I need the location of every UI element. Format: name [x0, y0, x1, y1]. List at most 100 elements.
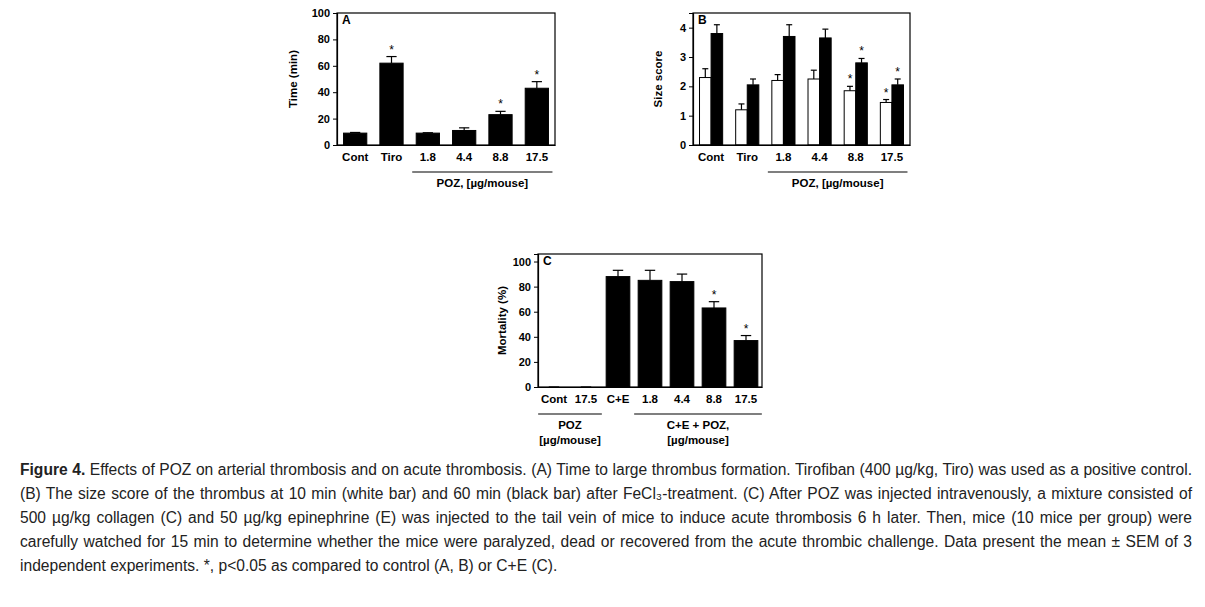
panel-label: C [543, 254, 552, 268]
tick-label: Cont [541, 393, 567, 405]
error-cap [811, 70, 817, 71]
tick: 17.5 [526, 145, 549, 163]
bar [702, 308, 726, 387]
tick: 60 [318, 60, 337, 72]
tick: 40 [318, 86, 337, 98]
axis-line [689, 14, 694, 146]
tick-label: Cont [342, 151, 368, 163]
tick-label: 1.8 [775, 151, 792, 163]
plot-area [344, 57, 549, 145]
error-bar [811, 70, 817, 79]
tick: 1.8 [420, 145, 437, 163]
annotations: *** [389, 43, 539, 112]
error-line [745, 336, 746, 341]
tick: 20 [519, 356, 538, 368]
plot-area [549, 270, 758, 387]
y-axis-title: Time (min) [287, 50, 299, 108]
tick-label: Cont [698, 151, 724, 163]
group-bracket [634, 413, 762, 414]
error-cap [459, 127, 469, 128]
tick: Cont [342, 145, 368, 163]
bar [525, 88, 548, 145]
error-line [649, 270, 650, 280]
error-line [789, 25, 790, 37]
error-bar [714, 25, 720, 34]
tick: 40 [519, 331, 538, 343]
group-label: POZ [558, 419, 582, 431]
tick: 1 [680, 110, 693, 122]
group-label: POZ, [µg/mouse] [792, 177, 884, 189]
annotations: **** [848, 44, 901, 99]
tick-label: 4.4 [456, 151, 473, 163]
error-bar [702, 69, 708, 78]
error-line [617, 270, 618, 276]
error-bar [459, 128, 469, 131]
tick: 1.8 [775, 145, 792, 163]
x-axis: Cont17.5C+E1.84.48.817.5 [539, 387, 763, 405]
error-cap [677, 273, 687, 274]
panel-label: A [342, 13, 351, 27]
error-line [825, 29, 826, 38]
tick-label: 1 [680, 110, 686, 122]
y-axis-title: Mortality (%) [496, 286, 508, 355]
error-bar [613, 270, 623, 276]
significance-mark: * [848, 72, 853, 86]
tick-label: 17.5 [735, 393, 758, 405]
tick-label: 80 [318, 33, 330, 45]
error-line [716, 25, 717, 34]
tick-label: 20 [318, 113, 330, 125]
tick-label: 4 [680, 22, 687, 34]
error-cap [423, 132, 433, 133]
tick: 20 [318, 113, 337, 125]
error-line [713, 302, 714, 308]
tick-mark [534, 287, 538, 288]
tick-label: 100 [312, 7, 330, 19]
group-label: C+E + POZ, [667, 419, 730, 431]
bar [711, 34, 723, 145]
tick-mark [333, 92, 337, 93]
bar [808, 79, 820, 145]
bar [880, 102, 892, 145]
tick-label: 0 [525, 381, 531, 393]
plot-frame [337, 13, 555, 145]
error-line [681, 274, 682, 282]
plot-area [700, 25, 904, 145]
tick-label: 4.4 [812, 151, 829, 163]
tick: 4.4 [812, 145, 829, 163]
bar [736, 110, 748, 145]
error-bar [895, 79, 901, 85]
error-cap [714, 24, 720, 25]
x-axis: ContTiro1.84.48.817.5 [694, 145, 911, 163]
error-line [741, 104, 742, 110]
axis-line [694, 145, 911, 146]
error-bar [709, 302, 719, 308]
error-cap [822, 29, 828, 30]
error-cap [750, 78, 756, 79]
tick: 4 [680, 22, 693, 34]
tick-mark [689, 145, 693, 146]
panel: ****01234ContTiro1.84.48.817.5Size score… [652, 13, 911, 189]
plot-frame [538, 254, 762, 387]
annotations: ** [712, 288, 749, 336]
error-cap [613, 270, 623, 271]
bar [747, 85, 759, 145]
caption-label: Figure 4. [20, 461, 85, 478]
error-cap [786, 24, 792, 25]
group-label: POZ, [µg/mouse] [437, 177, 529, 189]
tick: C+E [607, 387, 630, 405]
tick: 1.8 [642, 387, 659, 405]
x-axis: ContTiro1.84.48.817.5 [338, 145, 556, 163]
tick-label: 3 [680, 51, 686, 63]
tick: 8.8 [706, 387, 723, 405]
bar [453, 130, 476, 145]
error-line [777, 75, 778, 81]
tick-label: 60 [519, 306, 531, 318]
tick-label: 1.8 [420, 151, 437, 163]
tick: 0 [525, 381, 538, 393]
tick-mark [534, 387, 538, 388]
error-line [849, 86, 850, 90]
tick: 60 [519, 306, 538, 318]
tick: Cont [541, 387, 567, 405]
tick: 2 [680, 80, 693, 92]
error-bar [495, 111, 505, 114]
